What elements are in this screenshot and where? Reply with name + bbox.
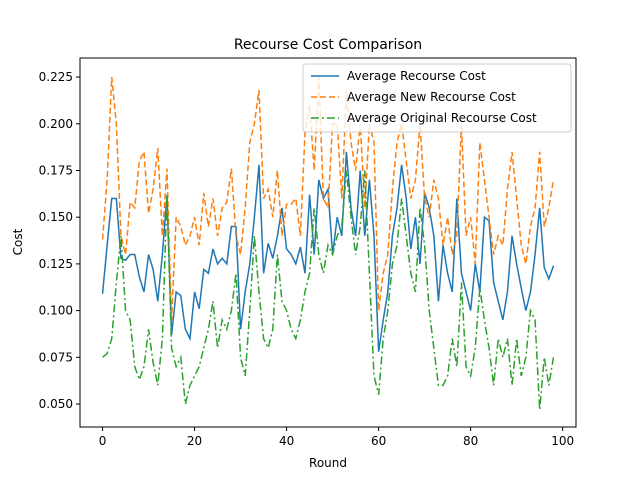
plot-frame (79, 57, 577, 428)
y-tick-label: 0.200 (39, 117, 73, 131)
y-tick-label: 0.050 (39, 397, 73, 411)
y-tick-label: 0.100 (39, 304, 73, 318)
y-tick-label: 0.175 (39, 163, 73, 177)
y-tick-label: 0.150 (39, 210, 73, 224)
series-line (101, 151, 555, 352)
chart-title: Recourse Cost Comparison (234, 37, 422, 53)
y-tick-label: 0.125 (39, 257, 73, 271)
legend: Average Recourse Cost Average New Recours… (302, 63, 572, 133)
y-tick-label: 0.075 (39, 350, 73, 364)
x-axis-label: Round (309, 456, 347, 470)
x-tick-label: 100 (551, 434, 574, 448)
y-tick-label: 0.225 (39, 70, 73, 84)
x-tick-label: 20 (187, 434, 202, 448)
legend-box (302, 63, 572, 133)
x-tick-label: 40 (279, 434, 294, 448)
series-line (102, 170, 555, 410)
y-axis-label: Cost (11, 228, 25, 255)
x-tick-label: 60 (371, 434, 386, 448)
x-tick-label: 80 (463, 434, 478, 448)
legend-label: Average New Recourse Cost (347, 90, 516, 104)
legend-label: Average Recourse Cost (347, 69, 486, 83)
legend-label: Average Original Recourse Cost (347, 111, 537, 125)
x-tick-label: 0 (99, 434, 107, 448)
series-line (101, 76, 555, 320)
